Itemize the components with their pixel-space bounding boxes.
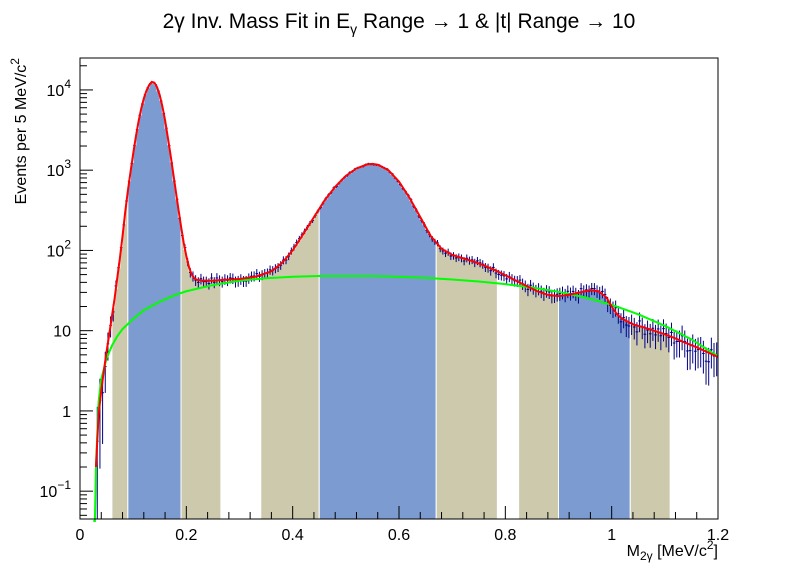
x-tick-label: 0.2 — [175, 527, 197, 544]
y-tick-label: 103 — [47, 157, 72, 180]
x-tick-label: 1.2 — [707, 527, 729, 544]
y-axis-ticks: 10−1 1 10 102 103 104 — [40, 65, 93, 516]
x-tick-label: 0.6 — [388, 527, 410, 544]
shaded-regions — [111, 81, 671, 520]
y-tick-label: 10 — [53, 324, 71, 341]
x-tick-label: 1 — [607, 527, 616, 544]
shaded-region-8 — [629, 323, 671, 520]
y-tick-label: 104 — [47, 77, 72, 100]
total-fit-curve — [94, 80, 719, 468]
shaded-region-6 — [518, 282, 559, 520]
x-tick-label: 0 — [76, 527, 85, 544]
shaded-region-3 — [260, 210, 320, 520]
y-tick-label: 102 — [47, 237, 72, 260]
shaded-region-7 — [558, 289, 631, 520]
y-tick-label: 10−1 — [40, 478, 72, 501]
shaded-region-5 — [435, 243, 498, 520]
y-axis-label: Events per 5 MeV/c2 — [8, 58, 30, 205]
x-tick-label: 0.8 — [494, 527, 516, 544]
shaded-region-0 — [111, 201, 129, 520]
x-tick-label: 0.4 — [282, 527, 304, 544]
x-axis-label: M2γ [MeV/c2] — [627, 538, 718, 563]
chart-title: 2γ Inv. Mass Fit in Eγ Range → 1 & |t| R… — [163, 10, 636, 37]
y-tick-label: 1 — [62, 404, 71, 421]
shaded-region-1 — [127, 81, 182, 520]
x-axis-ticks: 0 0.2 0.4 0.6 0.8 1 1.2 — [76, 506, 729, 544]
